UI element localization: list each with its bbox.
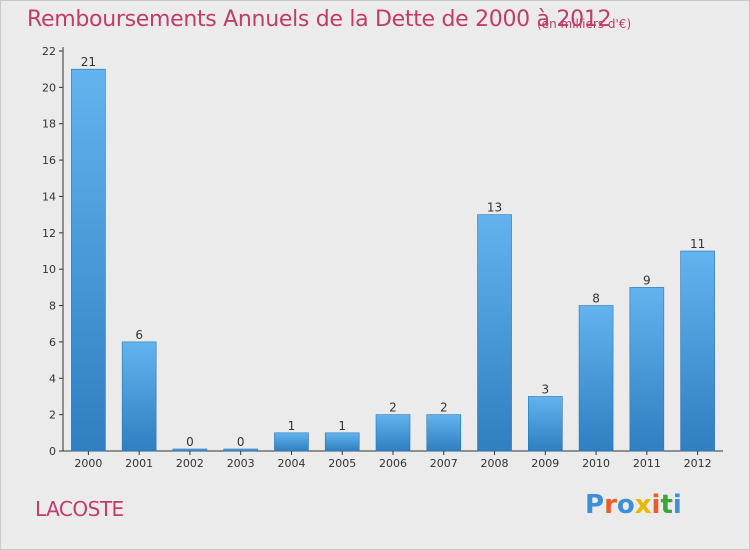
bar (426, 414, 462, 452)
y-tick-label: 14 (42, 190, 56, 203)
chart-title: Remboursements Annuels de la Dette de 20… (27, 7, 612, 32)
bar-chart: 0246810121416182022200021200162002020030… (42, 45, 723, 470)
title-row: Remboursements Annuels de la Dette de 20… (1, 5, 749, 39)
data-label: 8 (592, 292, 600, 306)
data-label: 2 (440, 401, 448, 415)
data-label: 11 (690, 237, 705, 251)
x-tick-label: 2002 (176, 457, 204, 470)
y-tick-label: 16 (42, 154, 56, 167)
y-tick-label: 22 (42, 45, 56, 58)
data-label: 6 (135, 328, 143, 342)
y-tick-label: 6 (49, 336, 56, 349)
y-tick-label: 0 (49, 445, 56, 458)
y-tick-label: 12 (42, 227, 56, 240)
logo-letter: i (672, 490, 682, 520)
x-tick-label: 2006 (379, 457, 407, 470)
bar (680, 250, 715, 452)
logo-letter: t (660, 490, 673, 520)
x-tick-label: 2004 (277, 457, 305, 470)
bar (629, 287, 665, 452)
bar (528, 396, 563, 452)
y-tick-label: 18 (42, 118, 56, 131)
bar (578, 305, 614, 452)
data-label: 21 (81, 55, 96, 69)
logo-letter: P (585, 490, 605, 520)
bar (375, 414, 411, 452)
y-tick-label: 10 (42, 263, 56, 276)
data-label: 13 (487, 201, 502, 215)
logo-letter: x (634, 490, 652, 520)
data-label: 9 (643, 273, 651, 287)
x-tick-label: 2009 (531, 457, 559, 470)
y-tick-label: 4 (49, 372, 56, 385)
bar (223, 448, 258, 452)
x-tick-label: 2001 (125, 457, 153, 470)
data-label: 3 (541, 382, 549, 396)
logo-letter: r (604, 490, 617, 520)
x-tick-label: 2010 (582, 457, 610, 470)
logo-letter: i (651, 490, 661, 520)
x-tick-label: 2000 (74, 457, 102, 470)
y-tick-label: 20 (42, 81, 56, 94)
bar (172, 448, 208, 452)
logo-letter: o (616, 490, 635, 520)
x-tick-label: 2008 (481, 457, 509, 470)
y-tick-label: 8 (49, 300, 56, 313)
x-tick-label: 2005 (328, 457, 356, 470)
bar (477, 214, 512, 452)
bar (324, 432, 360, 452)
proxiti-logo: Proxiti (585, 490, 682, 526)
data-label: 2 (389, 401, 397, 415)
chart-unit: (en milliers d'€) (537, 17, 632, 31)
x-tick-label: 2003 (227, 457, 255, 470)
x-tick-label: 2007 (430, 457, 458, 470)
x-tick-label: 2011 (633, 457, 661, 470)
data-label: 1 (338, 419, 346, 433)
commune-name: LACOSTE (35, 497, 124, 521)
data-label: 0 (186, 435, 194, 449)
bar (274, 432, 309, 452)
bar (71, 68, 106, 452)
data-label: 1 (288, 419, 296, 433)
bar (121, 341, 157, 452)
y-tick-label: 2 (49, 409, 56, 422)
x-tick-label: 2012 (684, 457, 712, 470)
data-label: 0 (237, 435, 245, 449)
